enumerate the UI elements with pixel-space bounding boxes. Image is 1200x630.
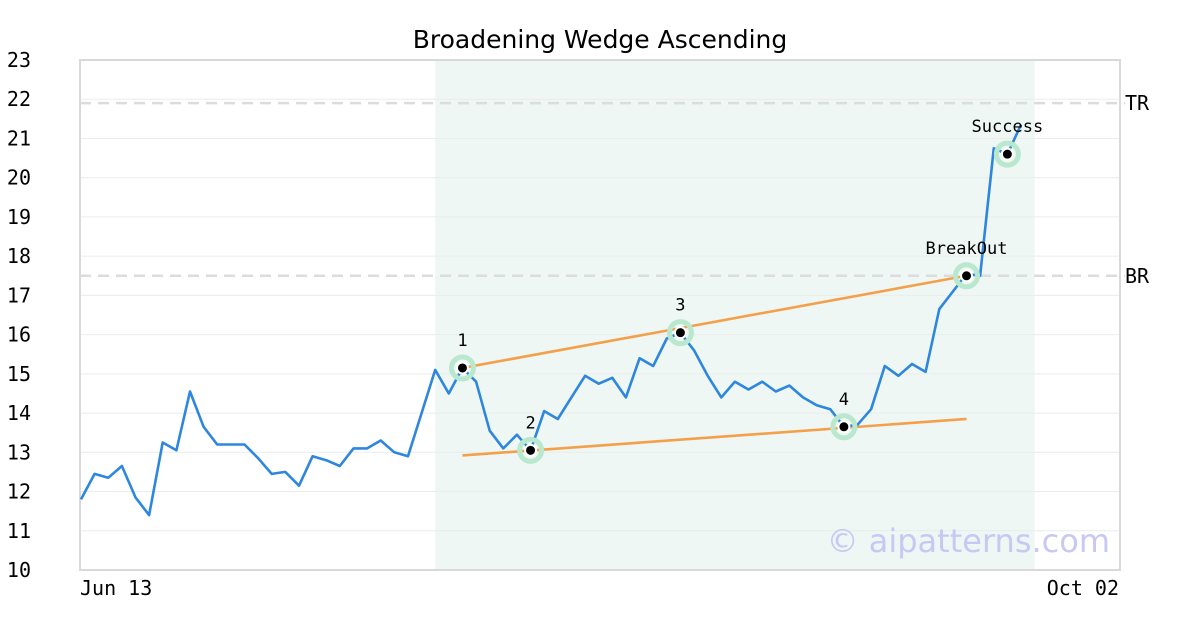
y-tick-label: 16: [7, 323, 31, 347]
annotation-markers: 1 2 3 4 BreakOut Success: [448, 117, 1044, 464]
marker-dot: [837, 420, 851, 434]
x-tick-label: Oct 02: [1047, 576, 1119, 600]
y-axis-ticks: 10 11 12 13 14 15 16 17 18 19 20 21 22 23: [7, 48, 31, 582]
annotation-label: BreakOut: [926, 239, 1008, 259]
y-tick-label: 20: [7, 166, 31, 190]
trendline-upper: [462, 274, 967, 370]
marker-dot: [524, 443, 538, 457]
trendline-lower: [462, 417, 967, 457]
y-tick-label: 18: [7, 244, 31, 268]
y-tick-label: 17: [7, 283, 31, 307]
marker-halo: [830, 413, 858, 441]
annotation-label: 2: [525, 413, 535, 433]
price-line: [79, 124, 1023, 517]
y-tick-label: 14: [7, 401, 31, 425]
marker-dot: [960, 269, 974, 283]
trendlines: [462, 274, 967, 457]
level-label: BR: [1125, 264, 1150, 288]
annotation-label: Success: [972, 117, 1044, 137]
annotation-label: 4: [839, 390, 849, 410]
x-axis-ticks: Jun 13 Oct 02: [80, 576, 1119, 600]
marker-dot: [673, 326, 687, 340]
y-tick-label: 15: [7, 362, 31, 386]
marker-halo: [993, 140, 1021, 168]
level-lines: TR BR: [80, 91, 1150, 288]
chart-title: Broadening Wedge Ascending: [413, 25, 788, 54]
y-tick-label: 19: [7, 205, 31, 229]
level-label: TR: [1125, 91, 1150, 115]
marker-halo: [517, 436, 545, 464]
y-tick-label: 21: [7, 126, 31, 150]
y-tick-label: 11: [7, 519, 31, 543]
annotation-label: 3: [675, 296, 685, 316]
y-tick-label: 12: [7, 480, 31, 504]
annotation-label: 1: [457, 331, 467, 351]
marker-halo: [448, 354, 476, 382]
marker-halo: [666, 319, 694, 347]
marker-dot: [455, 361, 469, 375]
marker-halo: [953, 262, 981, 290]
y-tick-label: 13: [7, 440, 31, 464]
plot-frame: [79, 59, 1121, 571]
y-tick-label: 22: [7, 87, 31, 111]
y-tick-label: 10: [7, 558, 31, 582]
marker-dot: [1000, 147, 1014, 161]
y-tick-label: 23: [7, 48, 31, 72]
watermark: © aipatterns.com: [827, 522, 1110, 560]
pattern-highlight-region: [435, 60, 1035, 570]
x-tick-label: Jun 13: [80, 576, 152, 600]
